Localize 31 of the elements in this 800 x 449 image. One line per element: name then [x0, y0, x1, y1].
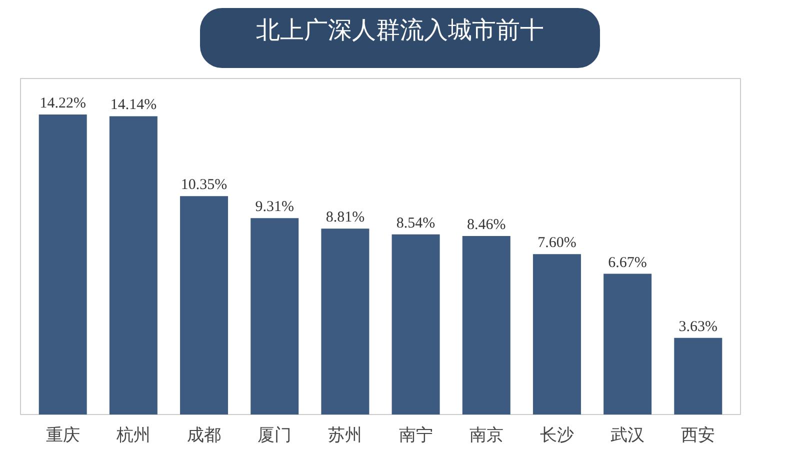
- data-label: 3.63%: [678, 318, 718, 335]
- bar: [604, 274, 652, 414]
- bar: [462, 236, 510, 414]
- data-label: 8.81%: [326, 210, 365, 226]
- data-label: 6.67%: [608, 254, 647, 271]
- bar: [38, 114, 87, 414]
- data-label: 8.54%: [396, 215, 436, 232]
- bar: [674, 338, 722, 414]
- data-label: 14.14%: [110, 97, 157, 114]
- x-tick-label: 杭州: [115, 426, 150, 446]
- bar: [392, 234, 440, 414]
- x-tick-label: 南宁: [398, 426, 433, 446]
- x-tick-label: 厦门: [258, 426, 292, 446]
- data-label: 9.31%: [255, 199, 294, 216]
- bar: [532, 254, 581, 414]
- bar: [250, 218, 299, 414]
- chart-title: 北上广深人群流入城市前十: [256, 15, 544, 46]
- x-tick-label: 南京: [469, 426, 504, 446]
- x-tick-label: 武汉: [610, 426, 645, 446]
- bar: [321, 228, 370, 414]
- data-label: 10.35%: [180, 177, 228, 194]
- x-tick-label: 苏州: [328, 426, 362, 446]
- x-tick-label: 长沙: [540, 426, 574, 446]
- data-label: 14.22%: [40, 96, 86, 112]
- x-tick-label: 西安: [681, 426, 716, 446]
- data-label: 7.60%: [538, 235, 576, 252]
- x-tick-label: 重庆: [46, 426, 80, 446]
- x-tick-label: 成都: [187, 426, 222, 446]
- bar: [180, 196, 228, 414]
- data-label: 8.46%: [467, 217, 506, 234]
- bar: [109, 116, 158, 414]
